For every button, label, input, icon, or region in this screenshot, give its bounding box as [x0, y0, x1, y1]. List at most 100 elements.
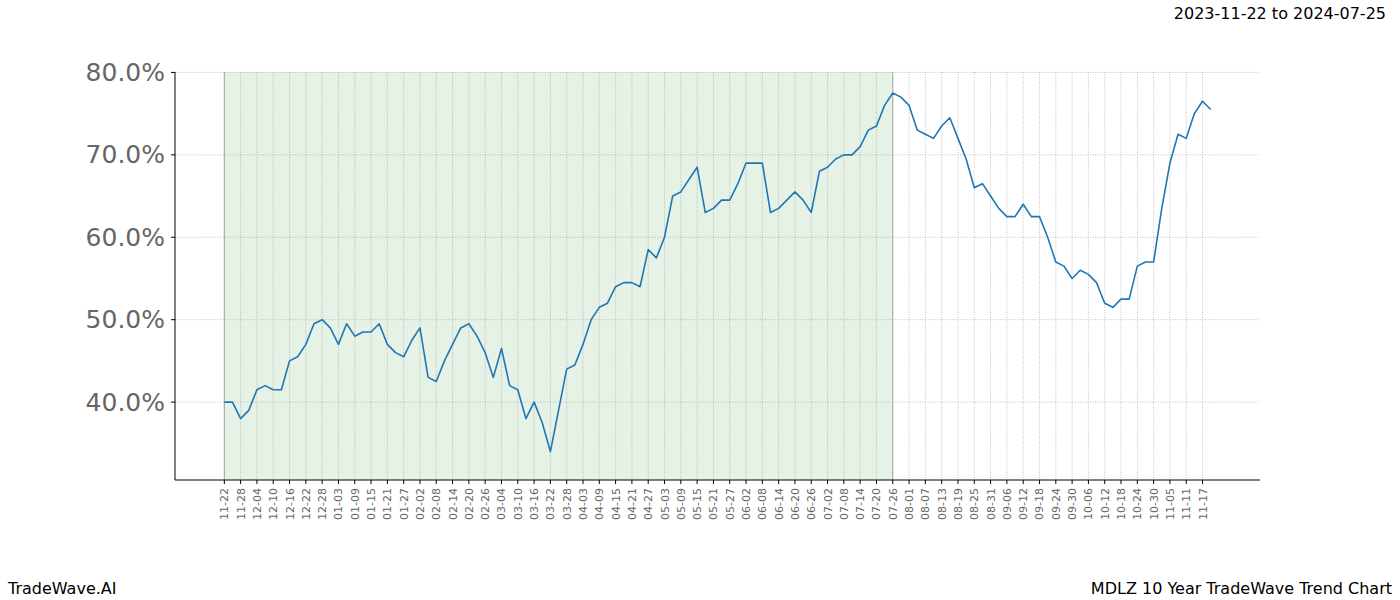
x-tick-label: 11-05 [1164, 488, 1177, 520]
x-grid-line [289, 72, 290, 480]
shaded-edge [224, 72, 225, 480]
x-tick [631, 480, 632, 484]
x-tick-label: 07-14 [854, 488, 867, 520]
y-grid-line [175, 402, 1260, 403]
x-grid-line [305, 72, 306, 480]
x-tick-label: 06-02 [740, 488, 753, 520]
x-tick-label: 12-16 [284, 488, 297, 520]
x-tick-label: 11-11 [1180, 488, 1193, 520]
chart: 40.0%50.0%60.0%70.0%80.0%11-2211-2812-04… [0, 0, 1400, 600]
y-tick-label: 40.0% [86, 388, 165, 417]
y-tick [171, 402, 175, 403]
x-grid-line [990, 72, 991, 480]
x-tick [713, 480, 714, 484]
x-axis [175, 480, 1260, 481]
x-tick-label: 12-04 [251, 488, 264, 520]
x-grid-line [1186, 72, 1187, 480]
x-tick-label: 06-20 [789, 488, 802, 520]
y-axis [175, 72, 176, 480]
x-tick [550, 480, 551, 484]
y-grid-line [175, 154, 1260, 155]
x-tick [452, 480, 453, 484]
x-tick [1153, 480, 1154, 484]
x-tick [746, 480, 747, 484]
x-tick [876, 480, 877, 484]
x-tick-label: 07-08 [838, 488, 851, 520]
x-tick [354, 480, 355, 484]
x-tick [664, 480, 665, 484]
x-tick [436, 480, 437, 484]
x-grid-line [974, 72, 975, 480]
x-tick-label: 10-12 [1099, 488, 1112, 520]
x-tick [485, 480, 486, 484]
x-grid-line [322, 72, 323, 480]
x-tick [843, 480, 844, 484]
x-grid-line [631, 72, 632, 480]
x-tick [338, 480, 339, 484]
x-grid-line [501, 72, 502, 480]
x-grid-line [1006, 72, 1007, 480]
x-tick-label: 08-19 [952, 488, 965, 520]
x-tick-label: 02-20 [463, 488, 476, 520]
x-tick [240, 480, 241, 484]
x-tick [322, 480, 323, 484]
x-tick-label: 01-03 [332, 488, 345, 520]
x-tick [1006, 480, 1007, 484]
x-tick-label: 01-09 [349, 488, 362, 520]
x-grid-line [648, 72, 649, 480]
x-grid-line [762, 72, 763, 480]
x-tick [534, 480, 535, 484]
x-tick-label: 04-15 [610, 488, 623, 520]
x-grid-line [1088, 72, 1089, 480]
x-tick [273, 480, 274, 484]
x-tick-label: 02-08 [430, 488, 443, 520]
x-tick-label: 10-06 [1082, 488, 1095, 520]
plot-area [224, 93, 1210, 452]
x-tick-label: 02-14 [447, 488, 460, 520]
x-tick-label: 05-09 [675, 488, 688, 520]
x-grid-line [436, 72, 437, 480]
y-tick-label: 50.0% [86, 305, 165, 334]
x-tick [224, 480, 225, 484]
x-tick [794, 480, 795, 484]
x-tick-label: 08-25 [968, 488, 981, 520]
x-tick-label: 09-12 [1017, 488, 1030, 520]
x-grid-line [256, 72, 257, 480]
x-tick-label: 08-31 [985, 488, 998, 520]
x-grid-line [354, 72, 355, 480]
x-tick-label: 07-20 [870, 488, 883, 520]
x-tick-label: 04-09 [593, 488, 606, 520]
x-tick [892, 480, 893, 484]
x-tick [990, 480, 991, 484]
x-tick-label: 05-03 [659, 488, 672, 520]
x-grid-line [419, 72, 420, 480]
y-tick [171, 154, 175, 155]
x-grid-line [1104, 72, 1105, 480]
x-tick [1072, 480, 1073, 484]
x-tick [419, 480, 420, 484]
x-tick-label: 08-01 [903, 488, 916, 520]
x-grid-line [827, 72, 828, 480]
x-tick [305, 480, 306, 484]
x-tick-label: 06-08 [756, 488, 769, 520]
trend-line [224, 93, 1210, 452]
x-tick [1202, 480, 1203, 484]
y-tick-label: 60.0% [86, 223, 165, 252]
x-tick-label: 06-14 [773, 488, 786, 520]
x-tick [1039, 480, 1040, 484]
x-tick [680, 480, 681, 484]
x-grid-line [582, 72, 583, 480]
x-tick [1169, 480, 1170, 484]
x-grid-line [680, 72, 681, 480]
x-tick-label: 11-28 [235, 488, 248, 520]
footer-left: TradeWave.AI [7, 579, 116, 598]
x-tick [648, 480, 649, 484]
x-grid-line [1202, 72, 1203, 480]
x-tick [778, 480, 779, 484]
x-tick-label: 12-10 [267, 488, 280, 520]
x-grid-line [811, 72, 812, 480]
y-tick [171, 319, 175, 320]
x-tick-label: 12-22 [300, 488, 313, 520]
x-tick [501, 480, 502, 484]
x-tick-label: 09-18 [1033, 488, 1046, 520]
